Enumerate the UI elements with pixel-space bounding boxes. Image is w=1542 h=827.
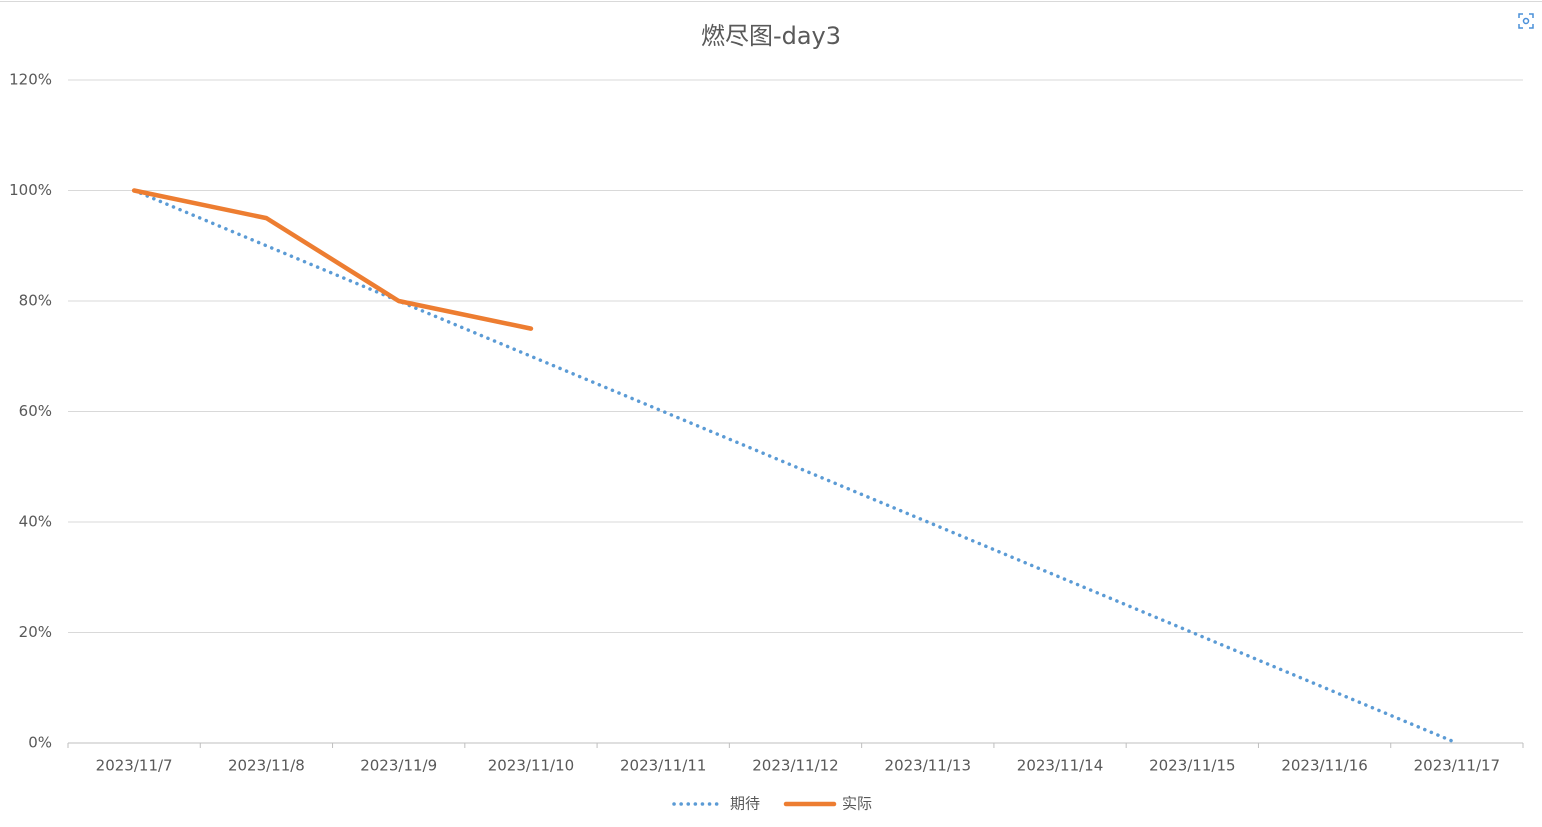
series-line — [131, 188, 534, 331]
icon-frame — [1518, 13, 1534, 29]
x-tick-label: 2023/11/15 — [1149, 757, 1235, 775]
icon-dot — [1522, 17, 1530, 25]
x-tick-label: 2023/11/11 — [620, 757, 706, 775]
legend-label: 期待 — [730, 795, 760, 813]
series-line — [132, 188, 1459, 745]
legend-label: 实际 — [842, 795, 872, 813]
x-tick-label: 2023/11/8 — [228, 757, 305, 775]
y-tick-label: 120% — [9, 71, 52, 89]
focus-icon[interactable] — [1518, 13, 1534, 29]
x-tick-label: 2023/11/7 — [96, 757, 173, 775]
x-tick-label: 2023/11/14 — [1017, 757, 1103, 775]
x-tick-label: 2023/11/12 — [752, 757, 838, 775]
y-tick-label: 0% — [28, 734, 52, 752]
y-tick-label: 20% — [19, 623, 52, 641]
y-tick-label: 40% — [19, 513, 52, 531]
y-tick-label: 100% — [9, 181, 52, 199]
x-tick-label: 2023/11/13 — [885, 757, 971, 775]
x-tick-label: 2023/11/9 — [360, 757, 437, 775]
chart-title: 燃尽图-day3 — [701, 22, 841, 50]
x-tick-label: 2023/11/17 — [1414, 757, 1500, 775]
y-tick-label: 80% — [19, 292, 52, 310]
y-tick-label: 60% — [19, 402, 52, 420]
x-tick-label: 2023/11/10 — [488, 757, 574, 775]
x-tick-label: 2023/11/16 — [1281, 757, 1367, 775]
